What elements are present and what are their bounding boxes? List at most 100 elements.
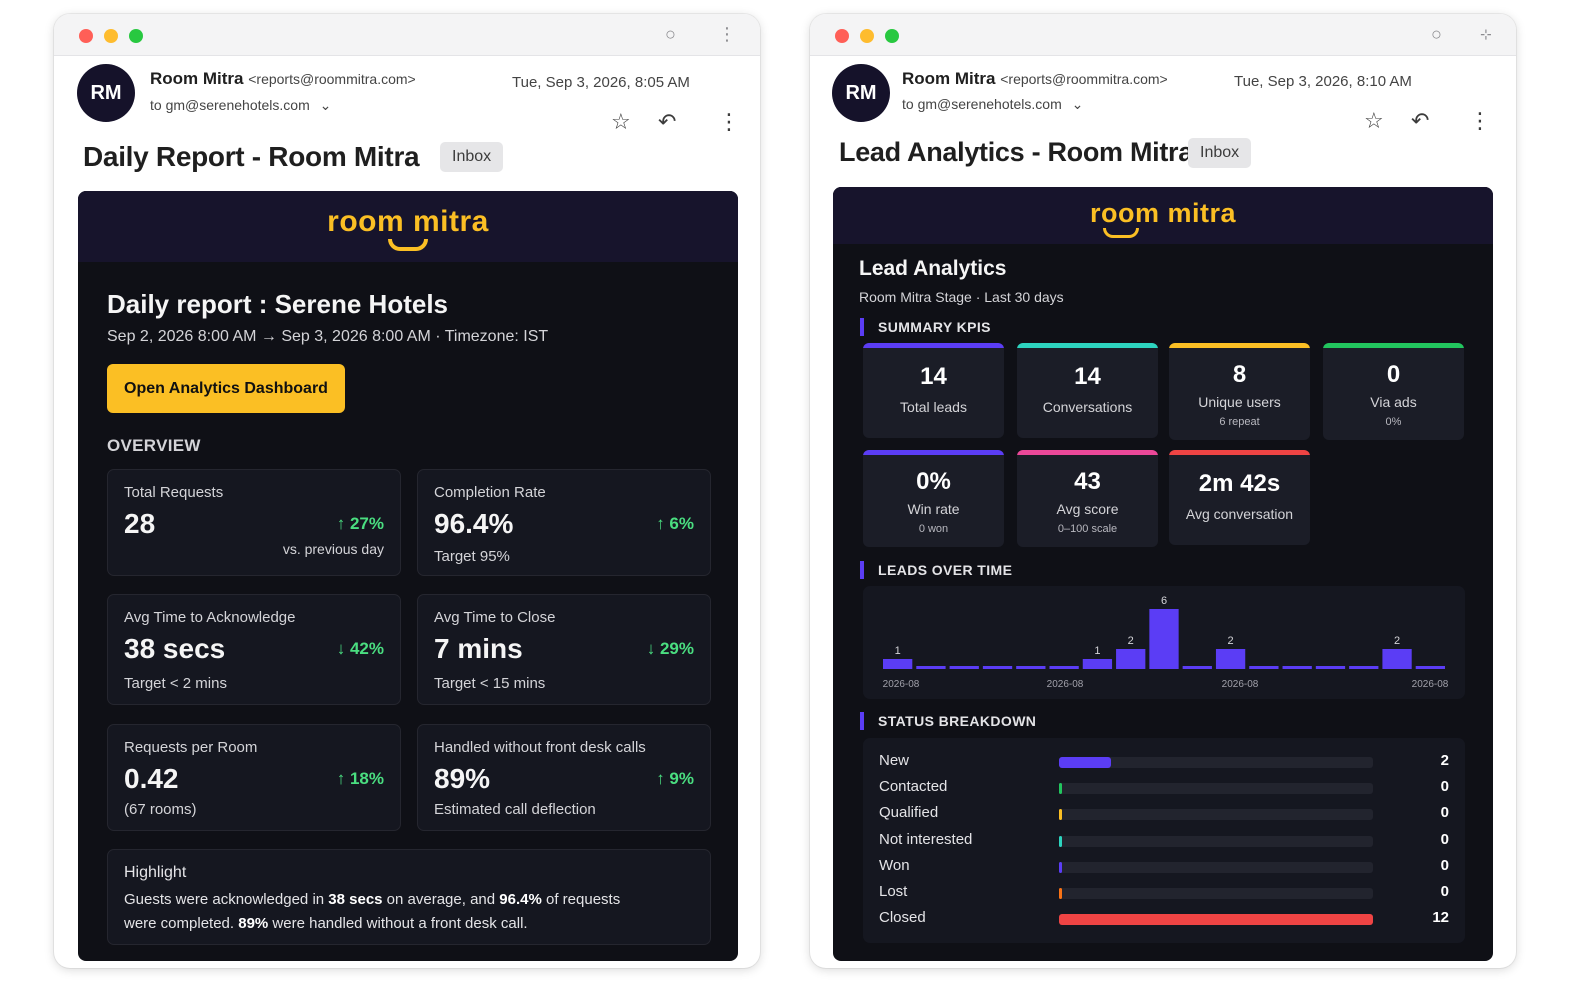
status-name: New — [879, 752, 910, 769]
leads-chart-panel: 1 1 2 6 2 2 2026-08 2026-08 2026-08 2026-08 — [863, 586, 1465, 699]
status-track — [1059, 809, 1373, 821]
open-analytics-dashboard-button[interactable]: Open Analytics Dashboard — [107, 364, 345, 413]
minimize-window-button[interactable] — [104, 29, 118, 43]
kpi-value: 14 — [920, 363, 947, 390]
pin-icon[interactable]: ⊹ — [1480, 26, 1492, 42]
maximize-window-button[interactable] — [129, 29, 143, 43]
metric-card-avg-time-close: Avg Time to Close 7 mins ↓ 29% Target < … — [417, 594, 711, 705]
kpi-sub: 0–100 scale — [1057, 523, 1118, 535]
close-window-button[interactable] — [79, 29, 93, 43]
metric-label: Total Requests — [124, 484, 224, 501]
chart-bar — [1182, 666, 1212, 669]
chart-bar — [1315, 666, 1346, 669]
metric-change: ↓ 29% — [646, 639, 694, 658]
reload-icon[interactable]: ○ — [665, 24, 676, 44]
metric-value: 38 secs — [124, 633, 226, 664]
inbox-badge[interactable]: Inbox — [1188, 138, 1252, 168]
chart-data-label: 1 — [895, 645, 901, 657]
recipient[interactable]: to gm@serenehotels.com ⌄ — [902, 96, 1083, 113]
metric-note: (67 rooms) — [124, 801, 197, 818]
highlight-text: were completed. — [124, 915, 239, 932]
reload-icon[interactable]: ○ — [1431, 24, 1442, 44]
metric-note: Target 95% — [434, 548, 510, 565]
metric-card-avg-time-acknowledge: Avg Time to Acknowledge 38 secs ↓ 42% Ta… — [107, 594, 401, 705]
highlight-bold: 96.4% — [499, 891, 542, 908]
avatar: RM — [832, 64, 890, 122]
status-track — [1059, 914, 1373, 926]
status-name: Contacted — [879, 778, 948, 796]
status-row: Qualified 0 — [879, 802, 1449, 824]
star-icon[interactable]: ☆ — [1364, 108, 1384, 133]
email-date: Tue, Sep 3, 2026, 8:10 AM — [1234, 73, 1412, 90]
leads-over-time-title: LEADS OVER TIME — [860, 561, 1012, 579]
chevron-down-icon[interactable]: ⌄ — [1071, 96, 1084, 112]
window-titlebar: ○ ⊹ — [810, 14, 1516, 56]
more-vertical-icon[interactable]: ⋮ — [718, 109, 740, 134]
status-count: 0 — [1440, 778, 1449, 796]
more-vertical-icon[interactable]: ⋮ — [718, 24, 736, 44]
highlight-text: of requests — [541, 891, 621, 908]
recipient-label: to gm@serenehotels.com — [150, 97, 310, 113]
chart-bar — [883, 659, 913, 669]
status-name: Closed — [879, 909, 926, 927]
metric-value: 0.42 — [124, 763, 179, 794]
kpi-accent-bar — [1169, 450, 1310, 455]
smile-logo-icon — [1103, 228, 1139, 238]
sender-name: Room Mitra — [902, 69, 996, 88]
status-row: Contacted 0 — [879, 776, 1449, 798]
kpi-accent-bar — [1169, 343, 1310, 348]
status-count: 0 — [1440, 804, 1449, 822]
room-mitra-logo: room mitra — [327, 205, 489, 238]
email-body: room mitra Lead Analytics Room Mitra Sta… — [833, 187, 1493, 961]
inbox-badge[interactable]: Inbox — [440, 142, 504, 172]
metric-value: 89% — [434, 763, 491, 794]
kpi-value: 0% — [916, 468, 951, 495]
reply-icon[interactable]: ↶ — [658, 109, 677, 134]
status-row: Won 0 — [879, 855, 1449, 877]
status-count: 0 — [1440, 830, 1449, 848]
kpi-label: Avg score — [1056, 501, 1119, 517]
status-row: Lost 0 — [879, 881, 1449, 903]
metric-card-total-requests: Total Requests 28 ↑ 27% vs. previous day — [107, 469, 401, 576]
minimize-window-button[interactable] — [860, 29, 874, 43]
highlight-bold: 38 secs — [328, 891, 383, 908]
reply-icon[interactable]: ↶ — [1411, 108, 1430, 133]
status-count: 2 — [1440, 752, 1449, 769]
kpi-sub: 0% — [1385, 416, 1402, 428]
metric-change: ↓ 42% — [336, 639, 384, 658]
chart-bar — [1382, 649, 1412, 669]
kpi-card: 0% Win rate 0 won — [863, 450, 1004, 547]
kpi-card: 0 Via ads 0% — [1323, 343, 1464, 440]
chart-data-label: 2 — [1128, 635, 1134, 647]
chevron-down-icon[interactable]: ⌄ — [319, 97, 332, 113]
summary-kpis-title: SUMMARY KPIS — [860, 318, 991, 336]
status-fill — [1059, 783, 1062, 795]
chart-x-tick-label: 2026-08 — [1047, 679, 1084, 690]
kpi-accent-bar — [863, 450, 1004, 455]
chart-bar — [1349, 666, 1379, 669]
recipient[interactable]: to gm@serenehotels.com ⌄ — [150, 97, 331, 114]
email-date: Tue, Sep 3, 2026, 8:05 AM — [512, 74, 690, 91]
more-vertical-icon[interactable]: ⋮ — [1469, 108, 1491, 133]
metric-label: Requests per Room — [124, 739, 258, 756]
kpi-card: 2m 42s Avg conversation — [1169, 450, 1310, 545]
sender-email: <reports@roommitra.com> — [248, 71, 416, 87]
status-fill — [1059, 888, 1062, 899]
kpi-label: Avg conversation — [1185, 506, 1294, 522]
kpi-card: 14 Total leads — [863, 343, 1004, 438]
chart-data-label: 1 — [1094, 645, 1100, 657]
maximize-window-button[interactable] — [885, 29, 899, 43]
highlight-line-1: Guests were acknowledged in 38 secs on a… — [124, 891, 620, 908]
kpi-label: Win rate — [907, 501, 960, 517]
status-name: Not interested — [879, 830, 973, 848]
status-count: 12 — [1432, 909, 1449, 927]
status-track — [1059, 835, 1373, 847]
status-name: Qualified — [879, 804, 939, 822]
sender: Room Mitra <reports@roommitra.com> — [150, 69, 416, 89]
highlight-text: on average, and — [382, 891, 500, 908]
metric-note: Estimated call deflection — [434, 801, 596, 818]
kpi-value: 8 — [1232, 361, 1247, 388]
metric-label: Avg Time to Acknowledge — [124, 609, 296, 626]
close-window-button[interactable] — [835, 29, 849, 43]
star-icon[interactable]: ☆ — [611, 109, 631, 134]
